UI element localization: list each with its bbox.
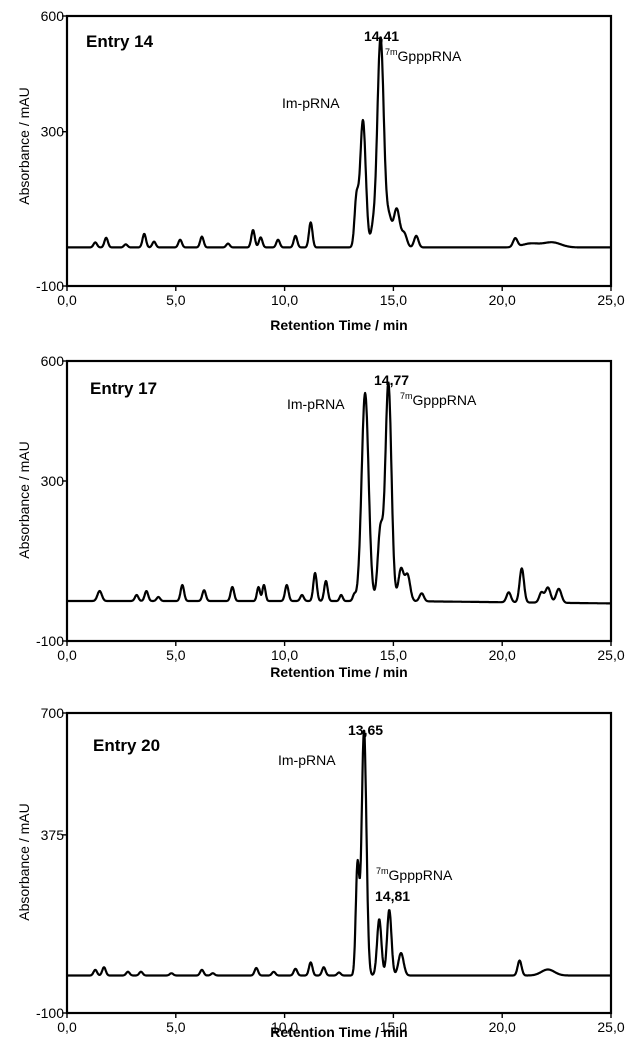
chromatogram-trace [66, 729, 612, 977]
x-tick-label: 15,0 [380, 647, 407, 663]
x-tick-label: 20,0 [489, 292, 516, 308]
x-tick-label: 5,0 [166, 647, 186, 663]
chart-panel-entry-20: 700 375 -100 0,0 5,0 10,0 15,0 20,0 25,0 Entry … [16, 705, 625, 1040]
y-tick-label: 300 [41, 124, 65, 140]
x-tick-label: 25,0 [597, 292, 624, 308]
x-axis-label: Retention Time / min [270, 664, 407, 680]
x-axis-label: Retention Time / min [270, 1024, 407, 1040]
y-tick-label: 375 [41, 827, 65, 843]
x-tick-label: 15,0 [380, 1019, 407, 1035]
peak-label-gppprna: 7mGpppRNA [385, 47, 462, 64]
x-tick-label: 0,0 [57, 647, 77, 663]
x-tick-label: 20,0 [489, 647, 516, 663]
x-tick-label: 25,0 [597, 1019, 624, 1035]
entry-label: Entry 20 [93, 736, 160, 755]
peak-label-gppprna: 7mGpppRNA [376, 866, 453, 883]
x-tick-label: 15,0 [380, 292, 407, 308]
x-tick-label: 10,0 [271, 292, 298, 308]
x-tick-label: 5,0 [166, 292, 186, 308]
plot-frame [65, 711, 613, 1015]
x-axis-label: Retention Time / min [270, 317, 407, 333]
y-tick-label: 600 [41, 353, 65, 369]
x-tick-label: 10,0 [271, 647, 298, 663]
chart-panel-entry-14: 600 300 -100 0,0 5,0 10,0 15,0 20,0 25,0 Entry … [16, 8, 625, 333]
y-tick-label: -100 [36, 633, 64, 649]
x-tick-label: 5,0 [166, 1019, 186, 1035]
peak-label-13-65: 13,65 [348, 722, 383, 738]
peak-label-14-77: 14,77 [374, 372, 409, 388]
entry-label: Entry 17 [90, 379, 157, 398]
chromatogram-trace [66, 381, 612, 605]
peak-label-im-prna: Im-pRNA [287, 396, 345, 412]
y-axis-label: Absorbance / mAU [16, 87, 32, 205]
y-tick-label: -100 [36, 278, 64, 294]
y-axis-label: Absorbance / mAU [16, 803, 32, 921]
chromatogram-trace [66, 36, 612, 249]
x-tick-label: 0,0 [57, 1019, 77, 1035]
peak-label-gppprna: 7mGpppRNA [400, 391, 477, 408]
y-tick-label: 600 [41, 8, 65, 24]
plot-frame [65, 14, 613, 288]
plot-frame [65, 359, 613, 643]
y-tick-label: -100 [36, 1005, 64, 1021]
x-tick-label: 10,0 [271, 1019, 298, 1035]
peak-label-im-prna: Im-pRNA [282, 95, 340, 111]
peak-label-14-41: 14,41 [364, 28, 399, 44]
x-tick-label: 25,0 [597, 647, 624, 663]
entry-label: Entry 14 [86, 32, 154, 51]
y-axis-label: Absorbance / mAU [16, 441, 32, 559]
chart-panel-entry-17: 600 300 -100 0,0 5,0 10,0 15,0 20,0 25,0 Entry … [16, 353, 625, 680]
x-tick-label: 20,0 [489, 1019, 516, 1035]
peak-label-14-81: 14,81 [375, 888, 410, 904]
y-tick-label: 700 [41, 705, 65, 721]
y-tick-label: 300 [41, 473, 65, 489]
peak-label-im-prna: Im-pRNA [278, 752, 336, 768]
x-tick-label: 0,0 [57, 292, 77, 308]
